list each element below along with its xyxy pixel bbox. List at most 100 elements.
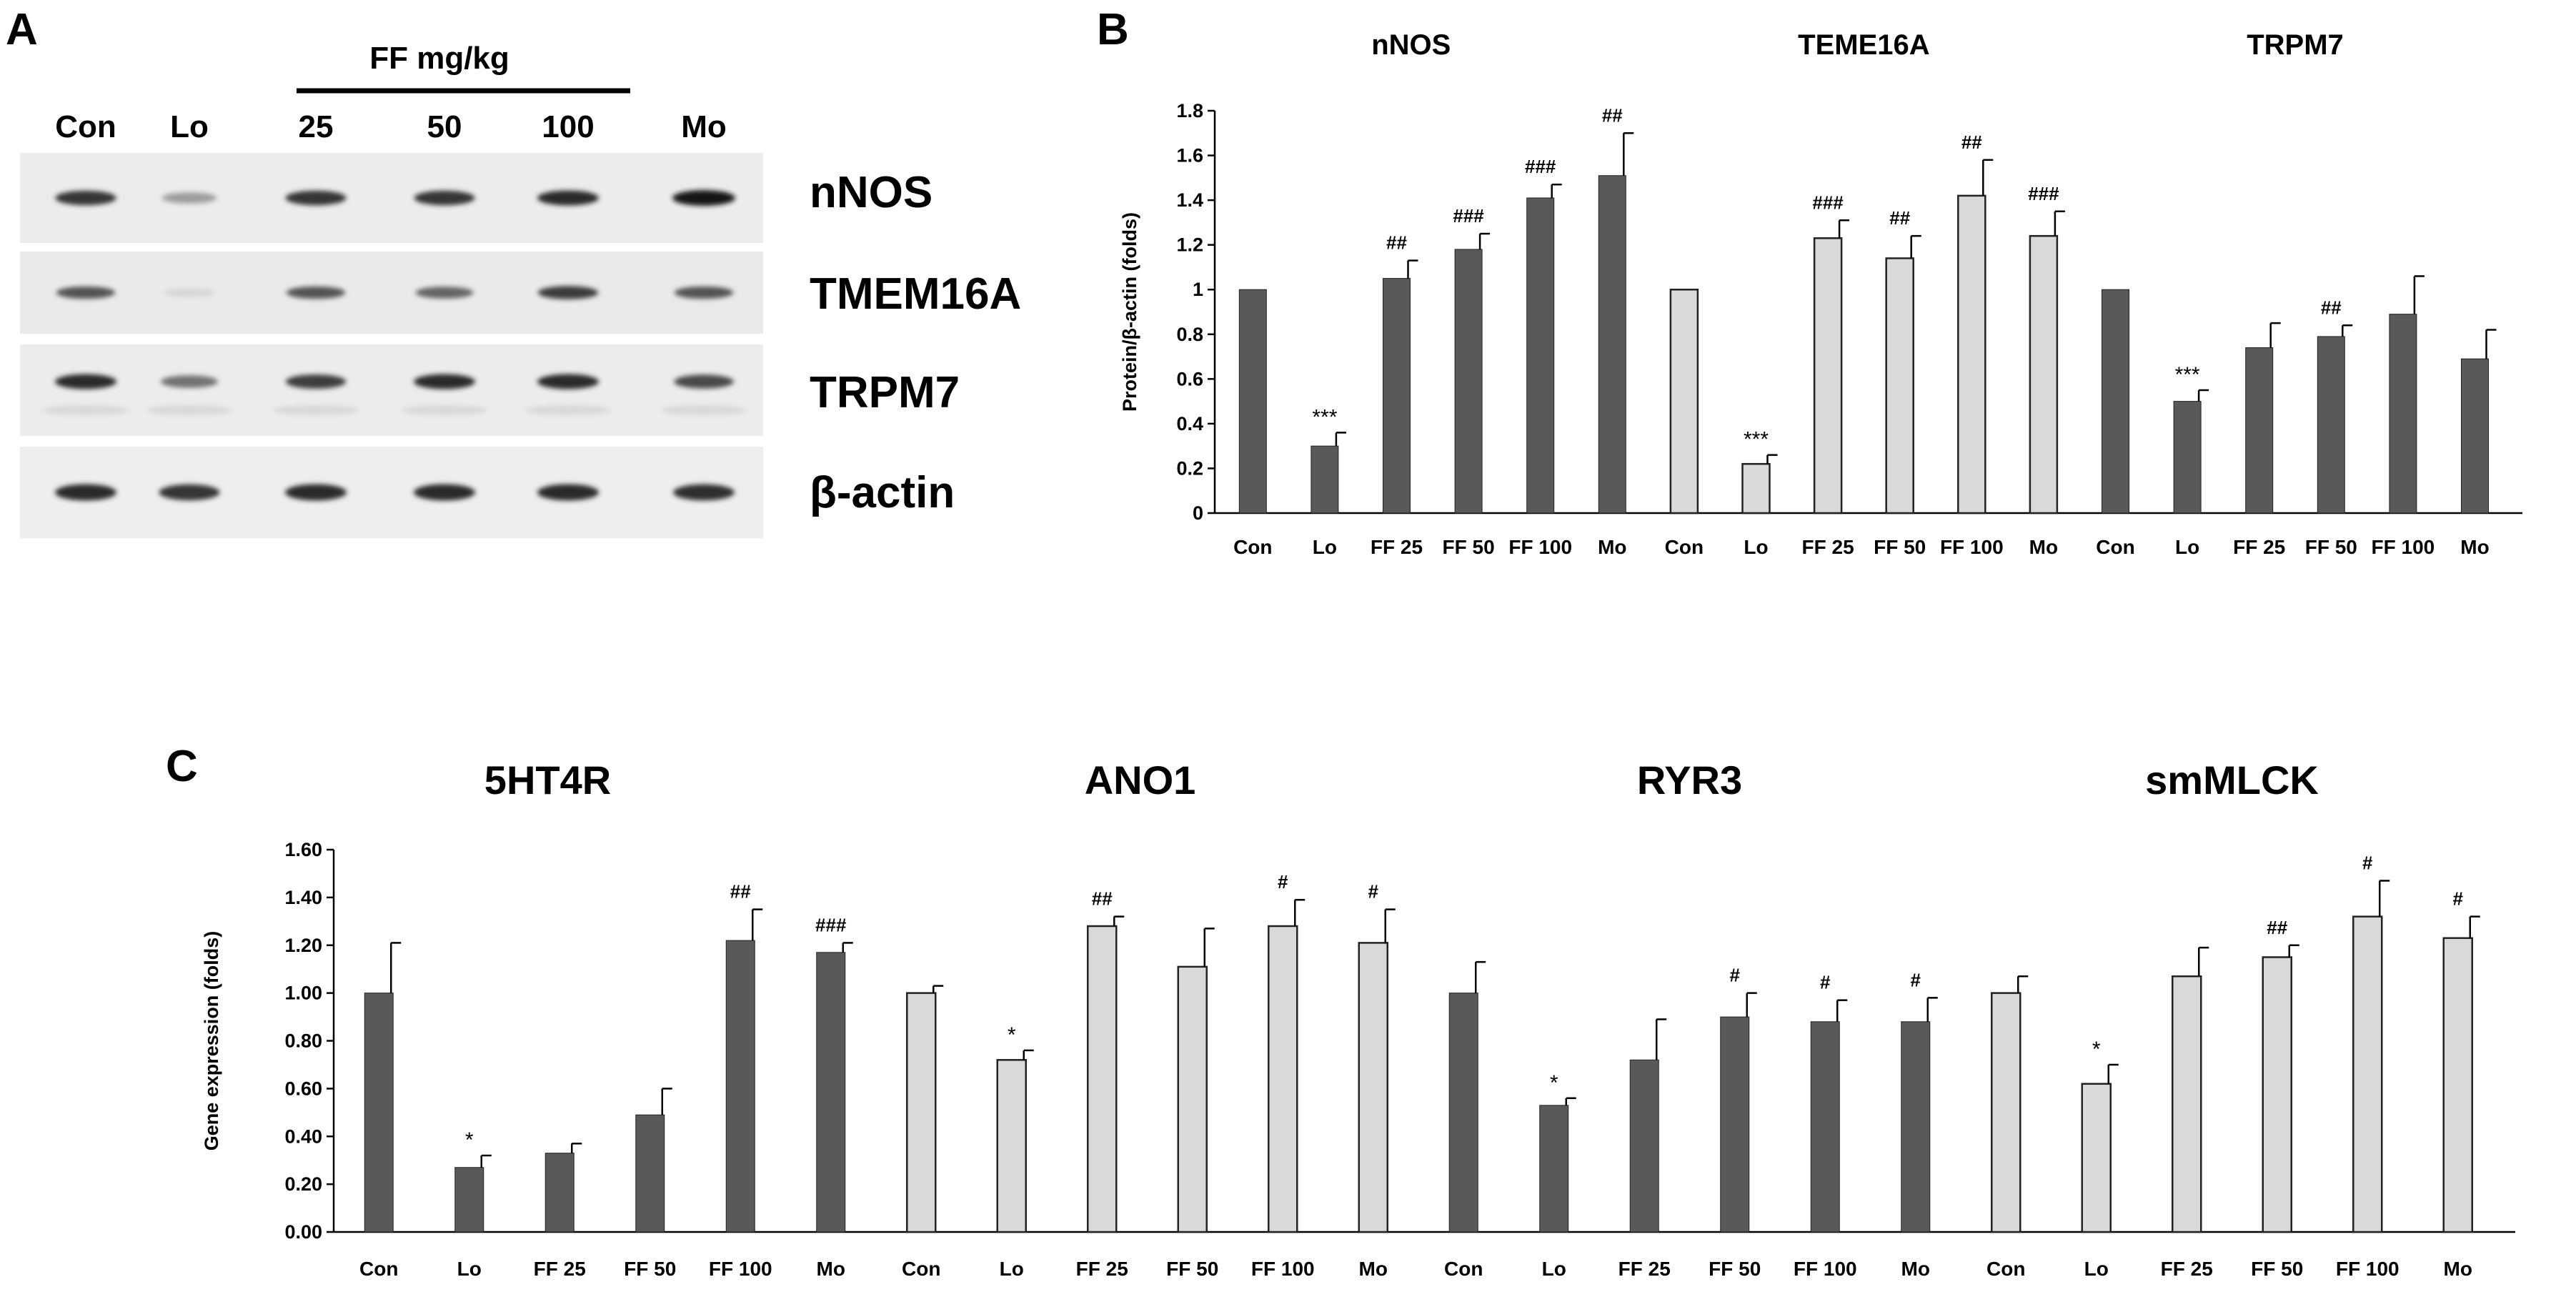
panel-b: B 0 0.2 0.4 0.6 0.8 1 1.2 1.4 1.6 1.8 Protein/β-ac…	[1097, 5, 2522, 558]
bar	[1526, 197, 1555, 514]
panel-a-letter: A	[6, 5, 38, 54]
group-title: smMLCK	[2145, 757, 2319, 802]
blot-band	[146, 405, 232, 415]
significance-label: ##	[2267, 917, 2287, 938]
bar	[725, 940, 755, 1233]
y-tick-label: 0.4	[1176, 413, 1203, 434]
x-tick-label: FF 50	[1709, 1258, 1761, 1280]
lane-label: Lo	[170, 109, 209, 144]
x-tick-label: FF 100	[1794, 1258, 1857, 1280]
group-title: 5HT4R	[484, 757, 611, 802]
significance-label: #	[1820, 972, 1831, 993]
bar	[2262, 956, 2292, 1233]
y-tick-label: 0.80	[284, 1030, 322, 1052]
significance-label: *	[465, 1128, 474, 1152]
bar	[2172, 975, 2202, 1233]
bar	[1087, 925, 1118, 1233]
blot-band	[55, 190, 116, 206]
significance-label: *	[2092, 1038, 2101, 1061]
y-tick-label: 1	[1193, 279, 1203, 300]
y-tick-label: 0.8	[1176, 324, 1203, 345]
bar	[1669, 288, 1699, 515]
x-tick-label: Lo	[2175, 536, 2199, 558]
bar	[454, 1167, 484, 1233]
x-tick-label: Mo	[2444, 1258, 2472, 1280]
x-tick-label: FF 50	[1443, 536, 1495, 558]
bar	[544, 1153, 575, 1233]
treatment-label: FF mg/kg	[369, 41, 509, 76]
y-tick-label: 1.40	[284, 887, 322, 908]
x-tick-label: FF 50	[1874, 536, 1926, 558]
bar	[1311, 445, 1339, 514]
blot-band	[273, 405, 359, 415]
bar	[1813, 237, 1843, 515]
y-tick-label: 1.8	[1176, 100, 1203, 121]
bar	[906, 992, 937, 1233]
bar	[1539, 1105, 1569, 1233]
x-tick-label: Con	[1665, 536, 1704, 558]
x-tick-label: Con	[902, 1258, 940, 1280]
band-label: TMEM16A	[810, 269, 1021, 319]
significance-label: ###	[2028, 183, 2059, 204]
significance-label: #	[2453, 888, 2464, 910]
significance-label: ##	[1602, 104, 1623, 126]
band-label: TRPM7	[810, 368, 960, 417]
chart-b: 0 0.2 0.4 0.6 0.8 1 1.2 1.4 1.6 1.8 Protein/β-acti…	[1119, 29, 2522, 558]
blot-band	[43, 405, 129, 415]
bar	[1383, 278, 1411, 514]
x-tick-label: FF 100	[1940, 536, 2004, 558]
bar	[1598, 175, 1626, 514]
bar	[816, 952, 846, 1233]
x-tick-label: FF 25	[534, 1258, 586, 1280]
lane-labels: Con Lo 25 50 100 Mo	[55, 109, 727, 144]
significance-label: ***	[2175, 363, 2200, 387]
significance-label: ***	[1744, 428, 1769, 452]
blot-band	[54, 484, 117, 501]
significance-label: ***	[1312, 405, 1337, 429]
blot-band	[537, 484, 600, 501]
x-tick-label: Con	[1444, 1258, 1483, 1280]
panel-c: C 0.00 0.20 0.40 0.60 0.80 1.00 1.20 1.40 1.60 Ge…	[166, 742, 2515, 1280]
bar	[2245, 347, 2274, 514]
x-tick-label: Lo	[457, 1258, 482, 1280]
bar	[1629, 1059, 1659, 1233]
y-axis-label: Protein/β-actin (folds)	[1119, 212, 1140, 412]
x-tick-label: FF 25	[1076, 1258, 1128, 1280]
x-tick-label: FF 25	[1371, 536, 1423, 558]
lane-label: 50	[427, 109, 462, 144]
chart-c: 0.00 0.20 0.40 0.60 0.80 1.00 1.20 1.40 1.60 Gene…	[201, 757, 2515, 1280]
significance-label: *	[1550, 1071, 1558, 1095]
blot-band	[674, 374, 734, 389]
significance-label: ##	[2321, 297, 2342, 318]
x-tick-label: Lo	[2084, 1258, 2109, 1280]
bar	[2389, 314, 2417, 514]
panel-b-letter: B	[1097, 5, 1129, 54]
lane-label: 25	[299, 109, 334, 144]
y-tick-label: 1.6	[1176, 145, 1203, 167]
blot-band	[537, 286, 599, 299]
blot-band	[674, 286, 734, 299]
group-title: RYR3	[1637, 757, 1742, 802]
y-tick-label: 0.00	[284, 1221, 322, 1243]
x-tick-label: Con	[359, 1258, 398, 1280]
blot-band	[56, 286, 116, 299]
x-tick-label: FF 25	[1618, 1258, 1671, 1280]
bar	[1901, 1021, 1931, 1233]
bar	[364, 993, 394, 1233]
blot-band	[163, 288, 216, 297]
blot-band	[402, 405, 487, 415]
x-tick-label: FF 50	[1166, 1258, 1218, 1280]
x-tick-label: FF 100	[1508, 536, 1572, 558]
bar	[1238, 289, 1267, 514]
x-tick-label: FF 100	[709, 1258, 772, 1280]
x-tick-label: Lo	[1000, 1258, 1024, 1280]
y-tick-label: 0	[1193, 502, 1203, 524]
group-title: TEME16A	[1798, 29, 1930, 61]
lane-label: Mo	[681, 109, 727, 144]
blot-band	[525, 405, 611, 415]
blot-band	[537, 374, 600, 389]
blot-band	[537, 190, 600, 206]
bar	[1810, 1021, 1840, 1233]
group-title: ANO1	[1085, 757, 1196, 802]
